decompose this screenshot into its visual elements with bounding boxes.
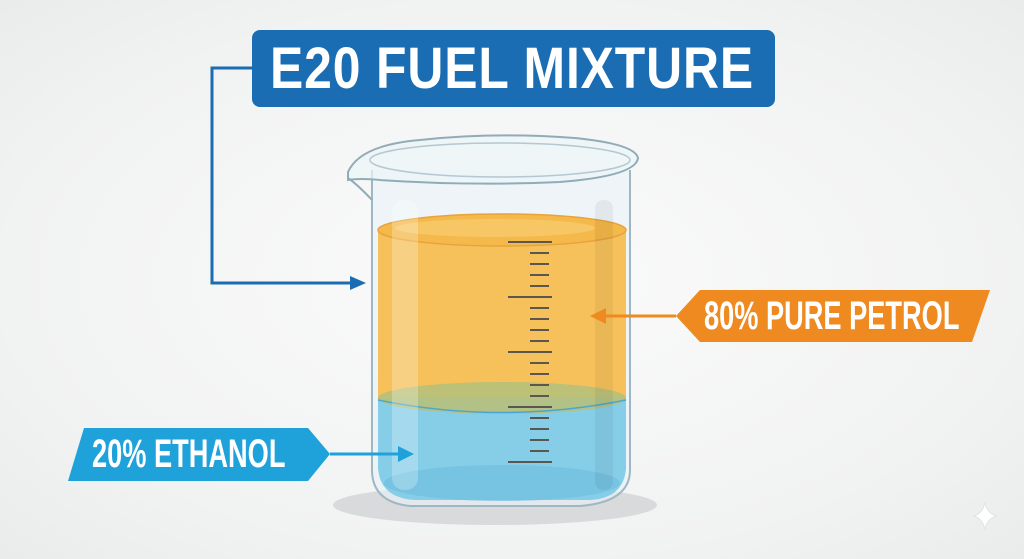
title-background	[252, 30, 775, 107]
petrol-label: 80% PURE PETROL	[704, 294, 960, 338]
sparkle-icon	[972, 501, 998, 531]
beaker-spout	[347, 177, 373, 201]
ethanol-label: 20% ETHANOL	[92, 432, 286, 476]
petrol-liquid	[378, 230, 626, 398]
glass-shade	[595, 200, 613, 490]
petrol-label-background	[676, 290, 990, 342]
measurement-scale	[508, 241, 552, 463]
arrow-right-icon	[398, 446, 414, 462]
glass-highlight	[392, 200, 418, 490]
petrol-surface-highlight	[395, 219, 595, 237]
interface-line	[377, 399, 627, 414]
ethanol-label-background	[68, 428, 330, 481]
title-connector-line	[210, 66, 352, 285]
arrow-right-icon	[350, 276, 366, 290]
arrow-left-icon	[590, 308, 606, 324]
rim-inner	[369, 142, 631, 178]
page-title: E20 FUEL MIXTURE	[270, 36, 755, 101]
ethanol-bottom	[384, 465, 620, 501]
beaker-rim	[347, 134, 640, 185]
liquid-interface	[378, 382, 626, 414]
